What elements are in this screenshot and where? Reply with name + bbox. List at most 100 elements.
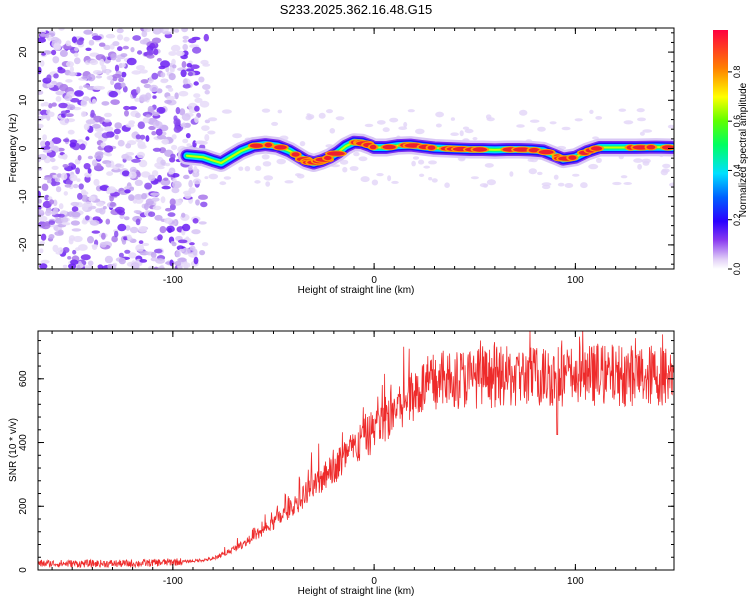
faint-speckle xyxy=(431,178,438,183)
faint-speckle xyxy=(574,118,583,122)
noise-speckle xyxy=(137,121,145,129)
noise-speckle xyxy=(87,236,94,244)
noise-speckle xyxy=(88,195,96,202)
noise-speckle xyxy=(126,57,137,66)
noise-speckle xyxy=(181,61,187,68)
faint-speckle xyxy=(254,180,261,184)
faint-speckle xyxy=(277,109,283,114)
noise-speckle xyxy=(114,230,119,238)
noise-speckle xyxy=(38,153,47,161)
noise-speckle xyxy=(181,262,191,269)
faint-speckle xyxy=(549,121,557,125)
noise-speckle xyxy=(180,123,187,128)
noise-speckle xyxy=(126,234,132,241)
noise-speckle xyxy=(149,42,156,49)
noise-speckle xyxy=(172,180,182,189)
noise-speckle xyxy=(169,198,176,206)
snr-plot-area xyxy=(38,331,674,569)
faint-speckle xyxy=(620,175,628,179)
faint-speckle xyxy=(662,163,671,169)
faint-speckle xyxy=(479,183,489,188)
noise-speckle xyxy=(150,192,161,196)
noise-speckle xyxy=(104,112,112,118)
noise-speckle xyxy=(175,250,181,258)
noise-speckle xyxy=(181,113,191,121)
noise-speckle xyxy=(194,97,203,103)
noise-speckle xyxy=(71,206,79,213)
noise-speckle xyxy=(201,242,209,247)
faint-speckle xyxy=(595,157,602,163)
faint-speckle xyxy=(207,130,216,135)
noise-speckle xyxy=(144,203,149,211)
noise-speckle xyxy=(82,191,89,196)
noise-speckle xyxy=(77,192,83,200)
spectrogram-xtick-label: 100 xyxy=(567,275,584,286)
faint-speckle xyxy=(339,159,349,165)
noise-speckle xyxy=(59,49,68,58)
noise-speckle xyxy=(142,117,150,124)
noise-speckle xyxy=(62,138,70,143)
noise-speckle xyxy=(74,90,84,97)
noise-speckle xyxy=(145,114,151,118)
ridge-peak-red xyxy=(646,145,656,150)
noise-speckle xyxy=(171,58,176,65)
noise-speckle xyxy=(182,35,189,40)
noise-speckle xyxy=(73,52,79,58)
noise-speckle xyxy=(98,42,106,47)
noise-speckle xyxy=(136,151,145,159)
noise-speckle xyxy=(159,226,167,234)
noise-speckle xyxy=(78,183,84,190)
noise-speckle xyxy=(99,241,107,248)
ridge-peak-red xyxy=(291,152,300,157)
noise-speckle xyxy=(117,139,125,147)
noise-speckle xyxy=(87,260,94,266)
faint-speckle xyxy=(618,108,627,112)
faint-speckle xyxy=(580,182,588,189)
noise-speckle xyxy=(199,250,206,256)
faint-speckle xyxy=(450,117,455,121)
noise-speckle xyxy=(133,210,140,214)
noise-speckle xyxy=(172,64,177,69)
faint-speckle xyxy=(387,175,392,182)
noise-speckle xyxy=(195,199,200,206)
noise-speckle xyxy=(38,215,48,222)
noise-speckle xyxy=(50,157,56,163)
noise-speckle xyxy=(64,94,73,101)
noise-speckle xyxy=(204,89,210,95)
spectrogram-y-ticks: -20 -10 0 10 20 xyxy=(18,32,674,265)
noise-speckle xyxy=(199,100,210,108)
snr-xtick-label: 100 xyxy=(567,576,584,587)
noise-speckle xyxy=(139,134,146,140)
noise-speckle xyxy=(181,223,191,232)
faint-speckle xyxy=(419,173,425,177)
noise-speckle xyxy=(135,112,141,119)
faint-speckle xyxy=(353,151,360,157)
noise-speckle xyxy=(157,174,163,182)
noise-speckle xyxy=(92,244,98,250)
noise-speckle xyxy=(78,85,83,90)
noise-speckle xyxy=(130,47,135,53)
colorbar-tick-label: 0.0 xyxy=(732,263,742,276)
faint-speckle xyxy=(435,111,444,118)
noise-speckle xyxy=(154,214,163,221)
noise-speckle xyxy=(87,155,93,160)
noise-speckle xyxy=(44,140,51,147)
noise-speckle xyxy=(48,111,55,118)
noise-speckle xyxy=(41,183,49,191)
noise-speckle xyxy=(41,222,51,230)
noise-speckle xyxy=(153,266,159,269)
colorbar-ticks: 0.0 0.2 0.4 0.6 0.8 xyxy=(728,66,742,276)
noise-speckle xyxy=(115,163,122,168)
noise-speckle xyxy=(52,244,59,253)
noise-speckle xyxy=(110,53,117,61)
noise-speckle xyxy=(68,72,78,77)
faint-speckle xyxy=(261,154,270,160)
faint-speckle xyxy=(204,176,209,180)
noise-speckle xyxy=(58,28,65,31)
faint-speckle xyxy=(306,113,311,117)
noise-speckle xyxy=(99,207,106,215)
noise-speckle xyxy=(50,36,60,43)
snr-ytick-label: 400 xyxy=(18,434,29,451)
faint-speckle xyxy=(192,178,202,185)
noise-speckle xyxy=(105,69,110,76)
